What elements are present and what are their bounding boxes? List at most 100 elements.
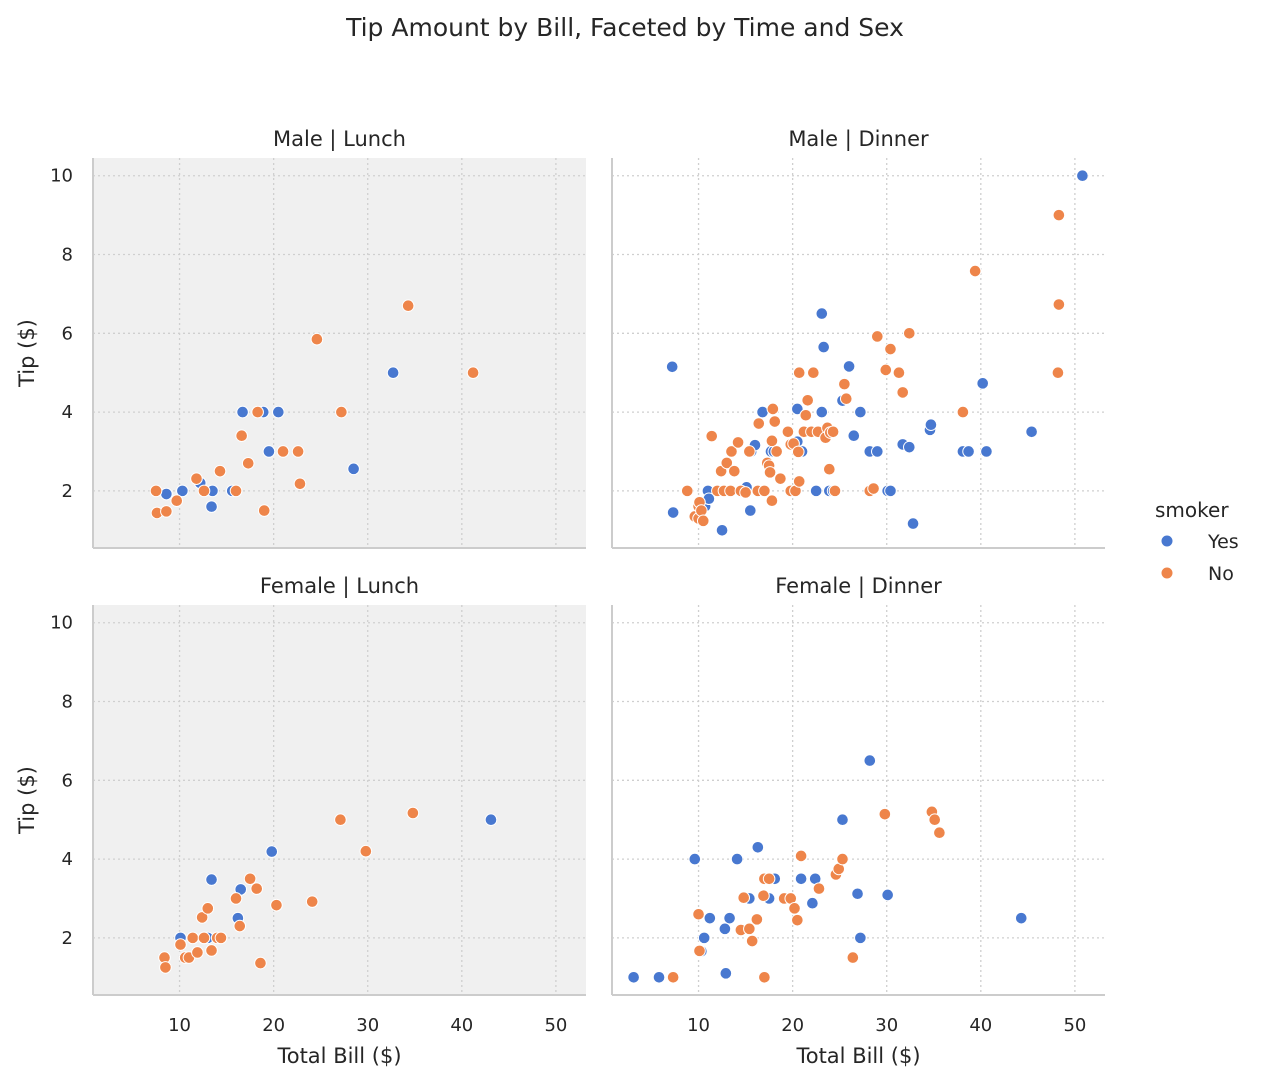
data-point-yes — [847, 429, 861, 443]
data-point-no — [401, 299, 415, 313]
data-point-yes — [881, 888, 894, 902]
data-point-no — [241, 457, 255, 470]
data-point-yes — [697, 931, 711, 945]
data-point-yes — [347, 462, 360, 476]
data-point-no — [878, 807, 892, 821]
data-point-no — [839, 392, 853, 405]
data-point-no — [692, 907, 705, 921]
data-point-yes — [205, 500, 218, 513]
data-point-yes — [924, 418, 938, 431]
data-point-yes — [976, 377, 989, 390]
data-point-no — [791, 913, 804, 927]
x-axis-label: Total Bill ($) — [795, 1044, 920, 1068]
y-tick-label: 8 — [62, 692, 73, 713]
y-tick-label: 6 — [62, 323, 73, 344]
data-point-no — [1052, 208, 1066, 222]
data-point-no — [731, 436, 745, 449]
data-point-no — [666, 970, 680, 984]
data-point-yes — [854, 931, 867, 945]
legend-title: smoker — [1155, 498, 1229, 522]
legend-label-no: No — [1208, 563, 1234, 585]
data-point-no — [191, 946, 204, 959]
data-point-yes — [744, 504, 757, 517]
data-point-no — [201, 902, 215, 915]
panel-background — [93, 605, 586, 995]
data-point-yes — [903, 440, 916, 454]
data-point-no — [823, 462, 836, 476]
x-tick-label: 20 — [781, 1015, 804, 1036]
data-point-no — [466, 366, 480, 379]
data-point-no — [758, 970, 771, 984]
data-point-no — [159, 961, 172, 974]
facet-title: Female | Lunch — [260, 574, 419, 599]
y-tick-label: 4 — [62, 849, 73, 870]
data-point-no — [743, 922, 756, 936]
y-tick-label: 10 — [50, 166, 73, 187]
x-tick-label: 40 — [450, 1015, 473, 1036]
data-point-no — [251, 405, 264, 419]
data-point-yes — [386, 366, 400, 379]
data-point-yes — [730, 852, 744, 866]
legend-marker-no — [1160, 566, 1174, 580]
y-tick-label: 2 — [62, 928, 73, 949]
panel-background — [612, 158, 1105, 548]
data-point-yes — [863, 754, 877, 767]
data-point-no — [763, 466, 777, 479]
data-point-yes — [265, 845, 279, 858]
data-point-no — [174, 938, 187, 951]
data-point-no — [801, 393, 814, 407]
data-point-no — [743, 445, 756, 458]
data-point-no — [696, 514, 710, 528]
legend-marker-yes — [1160, 534, 1174, 548]
data-point-yes — [176, 484, 189, 498]
data-point-yes — [809, 484, 823, 498]
data-point-no — [799, 408, 813, 422]
data-point-no — [826, 425, 840, 439]
data-point-yes — [715, 523, 729, 537]
data-point-no — [884, 342, 897, 356]
data-point-yes — [484, 813, 498, 826]
data-point-yes — [272, 405, 285, 419]
data-point-no — [879, 363, 893, 377]
data-point-no — [359, 844, 373, 858]
data-point-no — [276, 445, 290, 458]
data-point-no — [197, 931, 211, 945]
data-point-no — [229, 892, 243, 905]
data-point-no — [807, 366, 820, 379]
data-point-no — [213, 464, 227, 478]
data-point-no — [229, 484, 243, 498]
data-point-no — [214, 931, 228, 945]
data-point-no — [928, 813, 942, 826]
y-tick-label: 6 — [62, 770, 73, 791]
data-point-no — [693, 944, 706, 958]
data-point-yes — [262, 445, 276, 458]
data-point-no — [170, 494, 184, 508]
data-point-yes — [719, 967, 733, 980]
data-point-no — [757, 889, 770, 903]
data-point-no — [293, 477, 307, 491]
data-point-no — [758, 484, 771, 498]
data-point-no — [752, 417, 766, 430]
data-point-no — [812, 882, 826, 895]
data-point-no — [828, 484, 842, 498]
data-point-no — [765, 434, 779, 448]
data-point-yes — [236, 405, 249, 419]
data-point-yes — [723, 911, 736, 925]
data-point-no — [243, 872, 257, 886]
data-point-no — [896, 386, 910, 399]
data-point-no — [745, 934, 759, 948]
data-point-no — [250, 882, 264, 895]
data-point-yes — [854, 405, 867, 419]
data-point-yes — [980, 445, 993, 458]
y-tick-label: 8 — [62, 245, 73, 266]
data-point-yes — [665, 360, 679, 374]
data-point-no — [836, 852, 849, 866]
data-point-yes — [652, 970, 666, 984]
x-tick-label: 20 — [262, 1015, 285, 1036]
data-point-no — [838, 377, 851, 391]
data-point-no — [770, 445, 783, 458]
data-point-no — [291, 445, 305, 458]
data-point-yes — [666, 506, 680, 519]
data-point-no — [254, 956, 267, 970]
